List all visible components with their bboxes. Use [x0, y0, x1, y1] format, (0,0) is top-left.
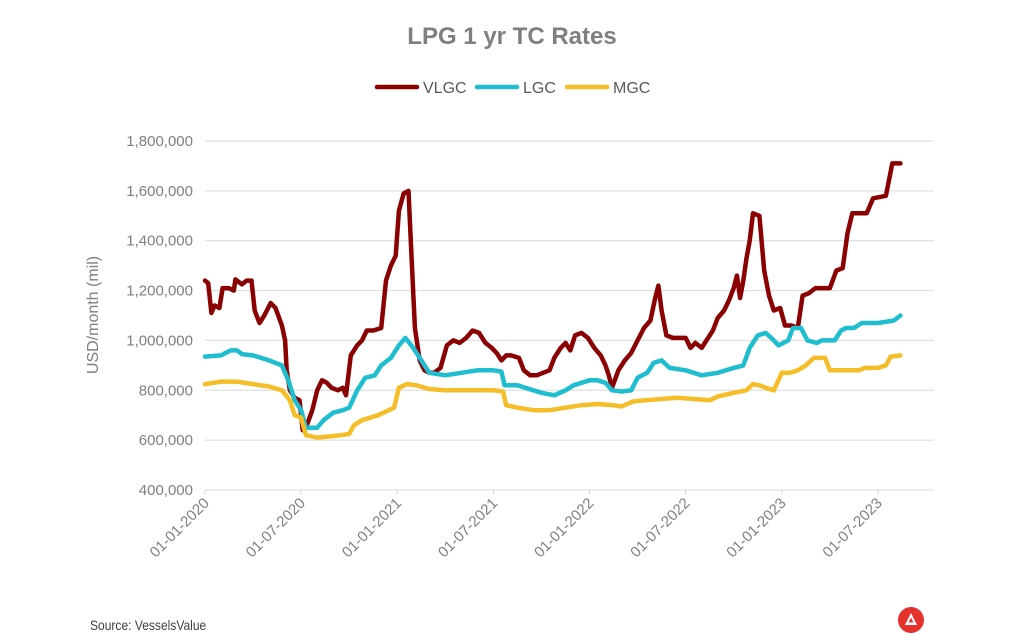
x-tick-label: 01-01-2021 — [339, 495, 405, 561]
y-axis-label: USD/month (mil) — [85, 256, 102, 374]
series-line-mgc — [202, 353, 903, 440]
x-tick-label: 01-07-2022 — [627, 495, 693, 561]
series-line-lgc — [202, 313, 903, 430]
y-tick-label: 1,400,000 — [126, 233, 193, 250]
y-tick-label: 400,000 — [139, 482, 193, 499]
legend: VLGC LGC MGC — [374, 80, 650, 97]
y-axis-ticks: 400,000 600,000 800,000 1,000,000 1,200,000 1… — [126, 133, 193, 499]
chart-title: LPG 1 yr TC Rates — [407, 23, 616, 50]
source-note: Source: VesselsValue — [90, 617, 207, 633]
legend-item-lgc: LGC — [474, 80, 556, 97]
x-tick-label: 01-01-2023 — [723, 495, 789, 561]
vesselsvalue-logo — [898, 607, 924, 633]
y-tick-label: 1,000,000 — [126, 332, 193, 349]
x-tick-label: 01-07-2020 — [243, 495, 309, 561]
legend-label: MGC — [613, 80, 650, 97]
y-tick-label: 1,200,000 — [126, 283, 193, 300]
y-tick-label: 600,000 — [139, 432, 193, 449]
logo-triangle-icon — [905, 613, 917, 625]
y-tick-label: 1,600,000 — [126, 183, 193, 200]
y-tick-label: 1,800,000 — [126, 133, 193, 150]
legend-item-mgc: MGC — [564, 80, 650, 97]
series-line-vlgc — [202, 161, 903, 433]
y-tick-label: 800,000 — [139, 382, 193, 399]
x-tick-label: 01-01-2020 — [147, 495, 213, 561]
series-lines — [202, 161, 903, 440]
x-axis-ticks: 01-01-2020 01-07-2020 01-01-2021 01-07-2021… — [147, 490, 886, 561]
legend-label: LGC — [523, 80, 556, 97]
logo-circle — [898, 607, 924, 633]
x-tick-label: 01-07-2021 — [435, 495, 501, 561]
x-tick-label: 01-07-2023 — [819, 495, 885, 561]
legend-item-vlgc: VLGC — [374, 80, 467, 97]
x-tick-label: 01-01-2022 — [531, 495, 597, 561]
legend-label: VLGC — [423, 80, 467, 97]
